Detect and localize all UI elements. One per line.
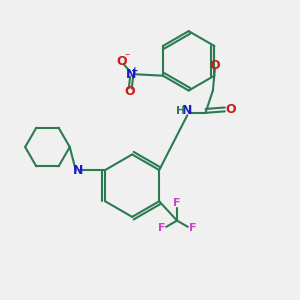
Text: O: O <box>225 103 236 116</box>
Text: O: O <box>116 55 127 68</box>
Text: F: F <box>173 198 181 208</box>
Text: F: F <box>158 223 166 233</box>
Text: O: O <box>124 85 135 98</box>
Text: +: + <box>131 65 139 74</box>
Text: N: N <box>73 164 83 177</box>
Text: ⁻: ⁻ <box>124 52 129 62</box>
Text: O: O <box>210 59 220 72</box>
Text: N: N <box>126 68 136 81</box>
Text: F: F <box>188 223 196 233</box>
Text: N: N <box>182 104 193 117</box>
Text: H: H <box>176 106 186 116</box>
